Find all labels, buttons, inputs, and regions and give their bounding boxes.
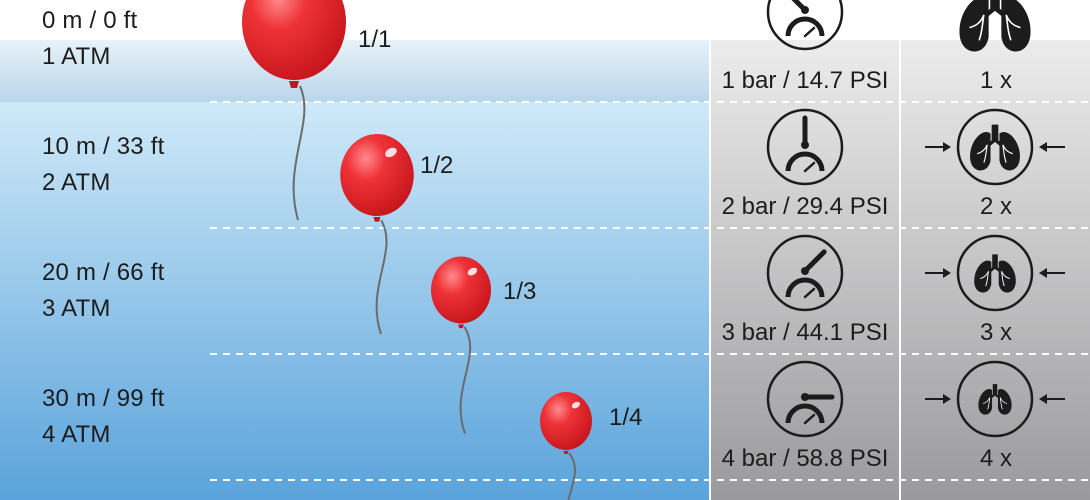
balloon-knot	[458, 324, 464, 329]
lung-panel	[900, 40, 1090, 500]
compression-arrow-icon	[943, 394, 951, 404]
depth-label-row-1: 0 m / 0 ft 1 ATM	[42, 3, 137, 75]
compression-arrow-icon	[943, 142, 951, 152]
balloon-string	[375, 219, 388, 335]
balloon-icon	[242, 0, 346, 88]
pressure-gauge-icon	[766, 108, 844, 186]
lungs-icon	[925, 360, 1065, 438]
pressure-gauges	[766, 0, 844, 438]
pressure-gauge-icon	[766, 360, 844, 438]
gauge-dial-pointer	[803, 161, 816, 173]
volume-ratio-row-1: 1/1	[358, 26, 392, 53]
balloon-knot	[563, 451, 569, 454]
balloon-highlight	[467, 267, 478, 276]
depth-dividers	[210, 101, 1090, 481]
pressure-label-row-4: 4 bar / 58.8 PSI	[721, 445, 889, 472]
gauge-dial-arc	[785, 403, 825, 424]
gauge-needle	[802, 249, 827, 274]
sky-area	[0, 0, 1090, 40]
gauge-ring	[766, 0, 844, 51]
balloon-highlight	[385, 147, 397, 158]
volume-ratio-row-3: 1/3	[503, 278, 537, 305]
gauge-ring	[766, 234, 844, 312]
gauge-dial-pointer	[803, 287, 816, 299]
gauge-dial-arc	[785, 277, 825, 298]
atm-value: 2 ATM	[42, 169, 111, 196]
compression-arrow-icon	[1039, 142, 1047, 152]
balloon-body	[242, 0, 346, 80]
atm-value: 4 ATM	[42, 421, 111, 448]
gauge-ring	[766, 360, 844, 438]
pressure-gauge-icon	[766, 234, 844, 312]
balloon-knot	[289, 81, 299, 88]
volume-ratio-row-2: 1/2	[420, 152, 454, 179]
balloon-icon	[340, 133, 414, 222]
lungs-ring	[956, 234, 1034, 312]
surface-band	[0, 40, 710, 102]
gauge-dial-pointer	[803, 413, 816, 425]
lungs-ring	[956, 360, 1034, 438]
depth-label-row-2: 10 m / 33 ft 2 ATM	[42, 129, 164, 201]
balloon-body	[430, 256, 492, 324]
balloon-icon	[540, 392, 592, 454]
lung-multiplier-row-1: 1 x	[979, 67, 1012, 94]
balloon-strings	[292, 85, 576, 500]
lungs-ring	[956, 108, 1034, 186]
depth-label-row-4: 30 m / 99 ft 4 ATM	[42, 381, 164, 453]
balloon-body	[340, 133, 414, 217]
compression-arrow-icon	[943, 268, 951, 278]
pressure-label-row-3: 3 bar / 44.1 PSI	[721, 319, 889, 346]
depth-value: 20 m / 66 ft	[42, 259, 165, 286]
lung-icons	[925, 0, 1065, 438]
depth-label-row-3: 20 m / 66 ft 3 ATM	[42, 255, 164, 327]
balloon-string	[292, 85, 306, 221]
lung-multiplier-row-4: 4 x	[979, 445, 1012, 472]
gauge-hub	[801, 141, 809, 149]
lungs-icon	[925, 108, 1065, 186]
balloon-body	[540, 392, 592, 450]
gauge-ring	[766, 108, 844, 186]
atm-value: 3 ATM	[42, 295, 111, 322]
gauge-hub	[801, 393, 809, 401]
pressure-label-row-2: 2 bar / 29.4 PSI	[721, 193, 889, 220]
balloon-string	[459, 326, 472, 434]
lung-multiplier-row-3: 3 x	[979, 319, 1012, 346]
balloon-string	[567, 452, 576, 500]
gauge-hub	[801, 267, 809, 275]
gauge-needle	[791, 0, 808, 13]
volume-ratio-row-4: 1/4	[609, 404, 643, 431]
compression-arrow-icon	[1039, 394, 1047, 404]
balloon-highlight	[571, 401, 580, 409]
lungs-icon	[925, 234, 1065, 312]
compression-arrow-icon	[1039, 268, 1047, 278]
gauge-hub	[801, 6, 809, 14]
depth-value: 10 m / 33 ft	[42, 133, 165, 160]
pressure-gauge-icon	[766, 0, 844, 51]
gauge-dial-arc	[785, 151, 825, 172]
depth-value: 0 m / 0 ft	[42, 7, 138, 34]
atm-value: 1 ATM	[42, 43, 111, 70]
gauge-dial-arc	[785, 16, 825, 37]
lung-multiplier-row-2: 2 x	[979, 193, 1012, 220]
pressure-label-row-1: 1 bar / 14.7 PSI	[721, 67, 889, 94]
depth-value: 30 m / 99 ft	[42, 385, 165, 412]
balloons	[242, 0, 592, 454]
balloon-knot	[373, 217, 381, 222]
balloon-icon	[430, 256, 492, 329]
gauge-dial-pointer	[803, 26, 816, 38]
